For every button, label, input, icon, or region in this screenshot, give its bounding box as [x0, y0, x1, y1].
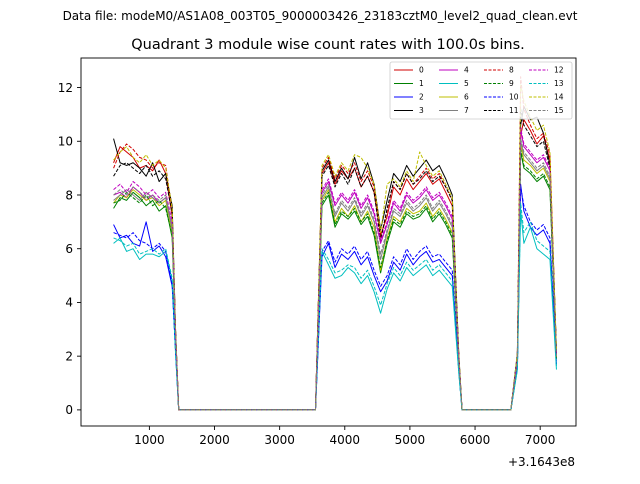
legend-label: 14 [554, 93, 564, 102]
legend-item-4: 4 [439, 66, 469, 75]
x-tick-label: 5000 [395, 433, 426, 447]
legend-label: 11 [509, 106, 519, 115]
legend-label: 4 [464, 66, 469, 75]
legend-item-14: 14 [529, 93, 564, 102]
y-tick-label: 12 [58, 81, 73, 95]
legend-item-15: 15 [529, 106, 564, 115]
series-line-15 [113, 138, 557, 411]
y-tick-label: 4 [65, 296, 73, 310]
legend-item-8: 8 [484, 66, 514, 75]
legend-label: 0 [419, 66, 424, 75]
x-tick-label: 3000 [264, 433, 295, 447]
figure-suptitle: Data file: modeM0/AS1A08_003T05_90000034… [63, 9, 578, 23]
x-tick-label: 2000 [199, 433, 230, 447]
legend-label: 7 [464, 106, 469, 115]
y-tick-label: 10 [58, 135, 73, 149]
y-tick-label: 8 [65, 188, 73, 202]
legend-item-13: 13 [529, 79, 564, 88]
y-tick-label: 0 [65, 403, 73, 417]
legend-label: 10 [509, 93, 519, 102]
legend-label: 3 [419, 106, 424, 115]
series-line-13 [113, 202, 557, 411]
legend-item-2: 2 [394, 93, 424, 102]
x-tick-label: 1000 [134, 433, 165, 447]
legend-item-11: 11 [484, 106, 519, 115]
x-tick-label: 4000 [330, 433, 361, 447]
legend-box [389, 61, 573, 120]
legend-item-5: 5 [439, 79, 469, 88]
legend-item-1: 1 [394, 79, 424, 88]
y-tick-label: 2 [65, 349, 73, 363]
series-line-9 [113, 148, 557, 411]
legend-label: 8 [509, 66, 514, 75]
legend-label: 1 [419, 79, 424, 88]
legend-item-6: 6 [439, 93, 469, 102]
legend-item-0: 0 [394, 66, 424, 75]
legend-label: 13 [554, 79, 564, 88]
chart-title: Quadrant 3 module wise count rates with … [131, 37, 525, 53]
x-tick-label: 7000 [525, 433, 556, 447]
axes-frame [80, 57, 577, 427]
legend-item-7: 7 [439, 106, 469, 115]
x-axis-offset-label: +3.1643e8 [508, 455, 575, 469]
legend-label: 15 [554, 106, 564, 115]
y-tick-label: 6 [65, 242, 73, 256]
legend-label: 9 [509, 79, 514, 88]
legend-item-12: 12 [529, 66, 564, 75]
legend-label: 6 [464, 93, 469, 102]
legend-label: 12 [554, 66, 564, 75]
legend-label: 2 [419, 93, 424, 102]
legend-item-10: 10 [484, 93, 519, 102]
legend-label: 5 [464, 79, 469, 88]
x-tick-label: 6000 [460, 433, 491, 447]
legend-item-3: 3 [394, 106, 424, 115]
legend-item-9: 9 [484, 79, 514, 88]
